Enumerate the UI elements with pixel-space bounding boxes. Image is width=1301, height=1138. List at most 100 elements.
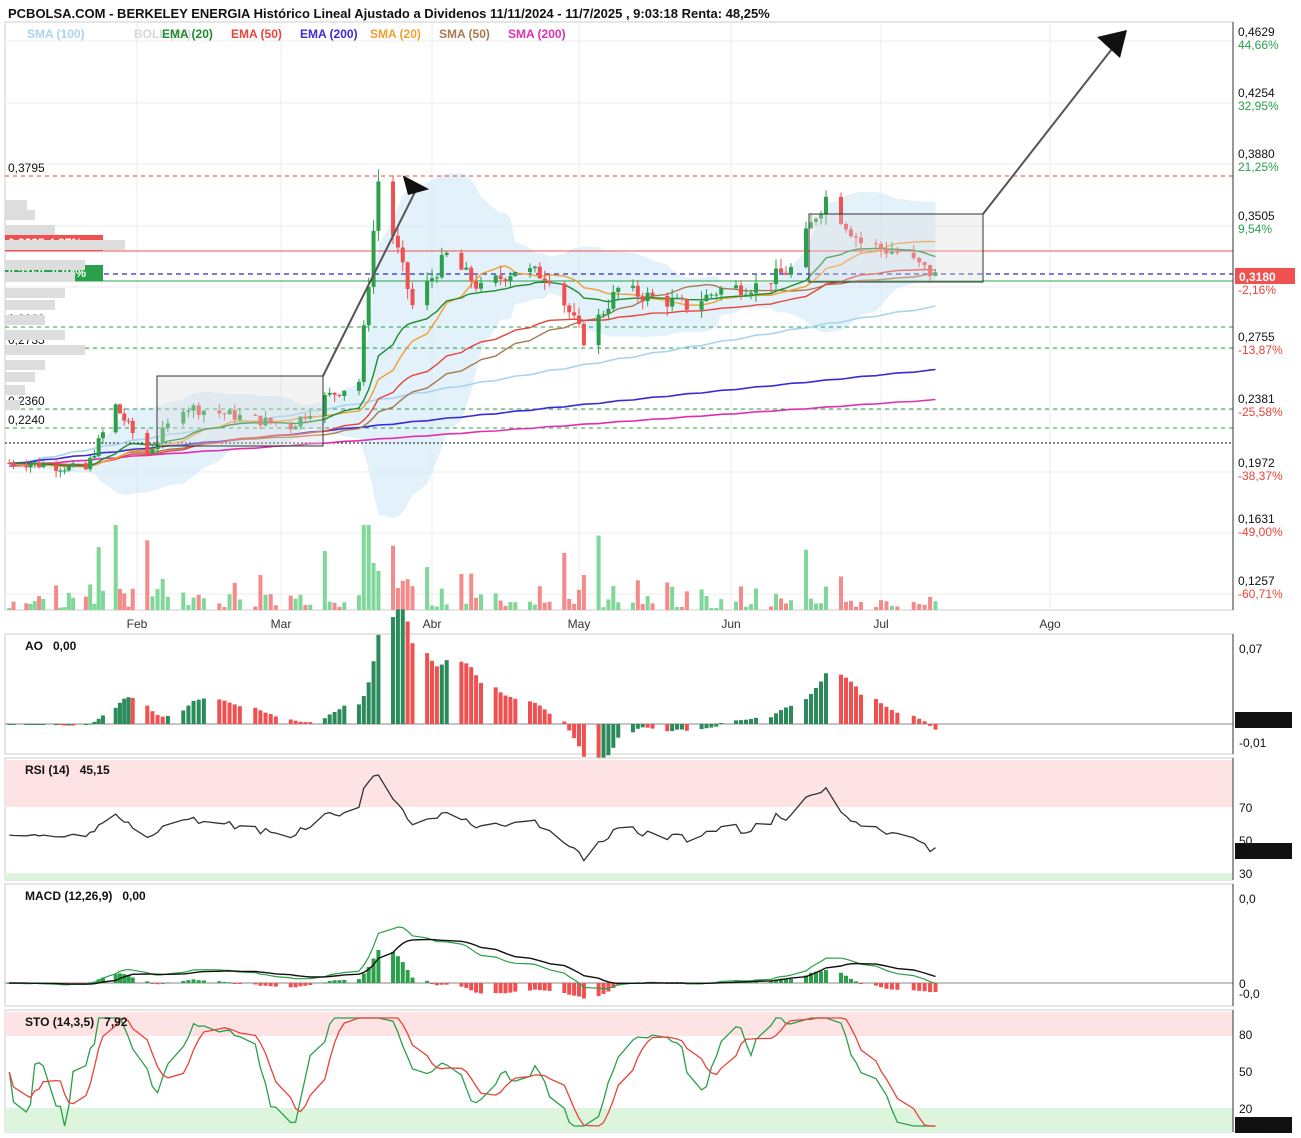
volume-bar [928, 596, 933, 610]
volume-bar [684, 591, 689, 610]
ao-bar [232, 704, 237, 724]
volume-bar [7, 608, 12, 610]
macd-hist [819, 971, 823, 983]
ao-bar [434, 666, 439, 724]
macd-hist [88, 982, 93, 984]
volume-bar [24, 603, 29, 610]
candle-body [839, 196, 843, 225]
candle-body [439, 255, 444, 278]
candle-body [562, 283, 567, 306]
candle-body [237, 414, 242, 420]
ao-bar [684, 724, 689, 731]
ao-bar [155, 714, 160, 724]
volume-bar [66, 592, 71, 610]
volume-bar [596, 535, 601, 610]
volume-profile-bar [5, 385, 25, 395]
ao-bar [181, 710, 186, 724]
volume-bar [774, 593, 778, 610]
price-tick: 0,2381 [1238, 392, 1275, 406]
macd-hist [503, 983, 508, 994]
volume-bar [739, 586, 743, 610]
legend-ema-200: EMA (200) [300, 27, 358, 41]
macd-hist [303, 983, 308, 986]
ao-bar [635, 724, 640, 729]
macd-hist [537, 983, 542, 991]
macd-hist [165, 982, 170, 984]
candle-body [92, 456, 97, 458]
sto-k [8, 1017, 936, 1127]
rsi-axis-70: 70 [1239, 801, 1253, 815]
ao-bar [854, 686, 858, 724]
ao-bar [844, 677, 848, 724]
candle-body [854, 236, 858, 238]
ao-bar [479, 683, 483, 724]
macd-hist [469, 983, 474, 991]
macd-hist [917, 983, 922, 991]
candle-body [391, 181, 396, 236]
ao-bar [100, 715, 105, 724]
price-tick: 0,1257 [1238, 574, 1275, 588]
macd-hist [577, 983, 581, 997]
volume-bar [122, 593, 127, 610]
volume-bar [391, 545, 396, 610]
candle-body [922, 262, 927, 266]
candle-body [434, 277, 439, 279]
trend-arrowhead-1 [402, 175, 430, 196]
ao-bar [744, 719, 748, 724]
volume-bar [327, 601, 332, 610]
macd-hist [849, 978, 853, 983]
ao-bar [670, 724, 675, 732]
pct-tick: -38,37% [1238, 469, 1283, 483]
volume-bar [493, 593, 498, 610]
ao-bar [83, 724, 88, 726]
ao-bar [769, 717, 773, 724]
volume-bar [824, 586, 828, 610]
month-abr: Abr [423, 617, 442, 631]
legend-sma-50: SMA (50) [439, 27, 490, 41]
macd-hist [201, 980, 206, 983]
candle-body [11, 463, 16, 466]
volume-bar [469, 573, 474, 610]
volume-bar [874, 607, 878, 610]
ao-bar [308, 722, 313, 724]
ao-bar [126, 697, 131, 724]
candle-body [332, 392, 337, 395]
macd-hist [217, 981, 222, 983]
pct-tick: -13,87% [1238, 343, 1283, 357]
macd-hist [196, 980, 201, 983]
price-tick: 0,4629 [1238, 25, 1275, 39]
candle-body [650, 292, 655, 296]
volume-bar [679, 606, 684, 610]
volume-profile-bar [5, 260, 85, 270]
pct-tick: -49,00% [1238, 525, 1283, 539]
macd-hist [263, 983, 268, 986]
ao-bar [596, 724, 601, 759]
main-grid [5, 22, 1233, 610]
ao-bar [439, 664, 444, 724]
pct-tick: -25,58% [1238, 405, 1283, 419]
ao-bar [754, 717, 758, 724]
ao-bar [859, 694, 863, 724]
volume-bar [630, 602, 635, 610]
volume-bar [917, 604, 922, 610]
ao-bar [606, 724, 611, 756]
volume-bar [635, 580, 640, 610]
candle-body [41, 464, 46, 468]
macd-hist [804, 975, 808, 983]
ao-bar [327, 714, 332, 724]
ao-bar [237, 706, 242, 724]
candle-body [268, 417, 273, 423]
ao-bar [395, 609, 400, 724]
volume-bar [749, 604, 753, 610]
volume-profile-bar [5, 372, 35, 382]
sto-oversold [5, 1108, 1233, 1132]
macd-hist [528, 983, 532, 991]
volume-bar [464, 603, 469, 610]
macd-hist [222, 981, 227, 983]
candle-body [675, 298, 680, 300]
chart-title: PCBOLSA.COM - BERKELEY ENERGIA Histórico… [8, 6, 770, 21]
ao-bar [650, 724, 655, 729]
candle-body [288, 423, 293, 430]
candle-body [849, 229, 853, 237]
macd-label: MACD (12,26,9) 0,00 [25, 889, 146, 903]
